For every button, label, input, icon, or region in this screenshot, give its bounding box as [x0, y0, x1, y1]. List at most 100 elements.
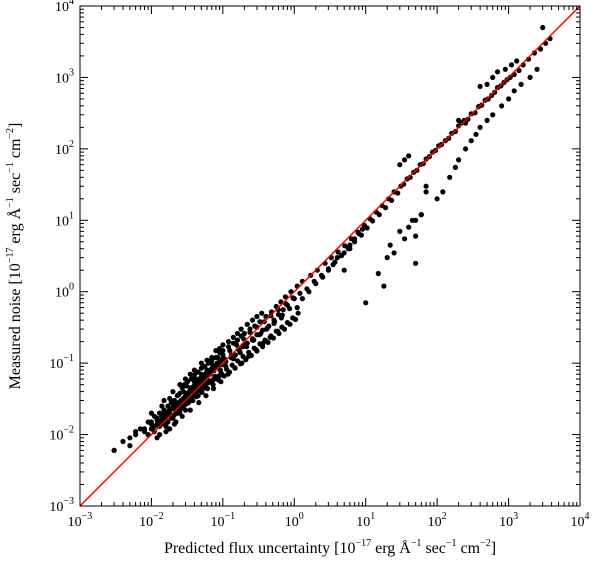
data-point	[232, 352, 238, 358]
data-point	[249, 317, 256, 323]
data-point	[204, 386, 211, 392]
data-point	[363, 300, 369, 306]
data-point	[148, 410, 154, 416]
data-point	[111, 447, 117, 453]
data-point	[397, 228, 403, 234]
data-point	[225, 339, 232, 345]
data-point	[154, 435, 160, 441]
data-point	[294, 305, 300, 311]
data-point	[335, 249, 341, 255]
y-tick-label: 104	[55, 0, 74, 15]
data-point	[282, 294, 288, 300]
data-point	[381, 283, 387, 289]
data-point	[209, 354, 215, 361]
data-point	[165, 419, 171, 425]
data-point	[325, 267, 331, 273]
data-point	[187, 407, 193, 413]
data-point	[413, 233, 419, 239]
data-point	[290, 295, 296, 301]
data-point	[204, 357, 210, 363]
data-point	[477, 124, 483, 130]
data-point	[540, 24, 546, 31]
data-point	[320, 274, 326, 280]
data-point	[356, 231, 362, 237]
y-tick-label: 100	[55, 282, 74, 301]
data-point	[196, 400, 202, 406]
data-point	[167, 426, 173, 432]
data-point	[242, 342, 248, 348]
y-tick-label: 10−1	[49, 353, 74, 372]
data-point	[490, 74, 496, 80]
data-point	[534, 66, 540, 72]
data-point	[163, 410, 169, 416]
data-point	[215, 354, 221, 361]
data-point	[238, 326, 244, 332]
y-tick-label: 101	[55, 210, 74, 229]
data-point	[191, 367, 197, 373]
data-point	[413, 217, 419, 223]
data-point	[203, 393, 209, 399]
data-point	[456, 117, 462, 123]
data-point	[154, 417, 160, 423]
data-point	[418, 212, 424, 218]
y-tick-label: 10−3	[49, 496, 74, 515]
data-point	[234, 337, 240, 343]
data-point	[210, 386, 217, 392]
data-point	[234, 330, 240, 337]
x-tick-label: 100	[285, 511, 304, 530]
data-point	[278, 315, 284, 321]
data-point	[170, 389, 176, 395]
data-point	[165, 403, 171, 409]
data-point	[182, 376, 189, 382]
data-point	[473, 131, 479, 137]
data-point	[227, 348, 233, 354]
data-point	[287, 321, 293, 327]
data-point	[244, 321, 250, 327]
data-point	[485, 96, 491, 102]
data-point	[120, 438, 126, 445]
data-point	[313, 281, 319, 287]
data-point	[395, 190, 401, 196]
data-point	[306, 289, 312, 295]
data-point	[397, 162, 403, 168]
data-point	[225, 344, 232, 350]
data-point	[341, 267, 347, 273]
data-point	[287, 306, 293, 312]
x-tick-label: 101	[356, 511, 375, 530]
data-point	[499, 103, 505, 109]
data-point	[342, 243, 348, 249]
data-point	[347, 246, 353, 252]
data-point	[187, 371, 193, 377]
data-point	[383, 205, 389, 211]
data-point	[531, 50, 538, 56]
data-point	[414, 167, 420, 173]
y-tick-label: 103	[55, 67, 74, 86]
data-point	[141, 426, 148, 432]
data-point	[247, 329, 253, 335]
data-point	[434, 196, 440, 202]
data-point	[468, 138, 474, 144]
data-point	[161, 397, 167, 404]
y-axis-label: Measured noise [10−17 erg Å−1 sec−1 cm−2…	[5, 123, 24, 390]
data-point	[413, 260, 419, 266]
data-point	[484, 117, 490, 123]
data-point	[265, 339, 271, 345]
data-point	[494, 69, 501, 75]
data-point	[276, 330, 282, 337]
data-point	[514, 58, 520, 64]
data-point	[179, 413, 185, 419]
data-point	[248, 352, 254, 359]
data-point	[506, 96, 512, 102]
data-point	[463, 146, 469, 152]
data-point	[402, 157, 408, 163]
data-point	[407, 174, 413, 180]
data-point	[264, 326, 270, 332]
data-point	[406, 224, 412, 230]
data-point	[314, 267, 320, 273]
data-point	[232, 365, 238, 371]
data-point	[243, 357, 249, 363]
reference-line-layer	[79, 5, 581, 507]
data-point	[502, 66, 508, 72]
